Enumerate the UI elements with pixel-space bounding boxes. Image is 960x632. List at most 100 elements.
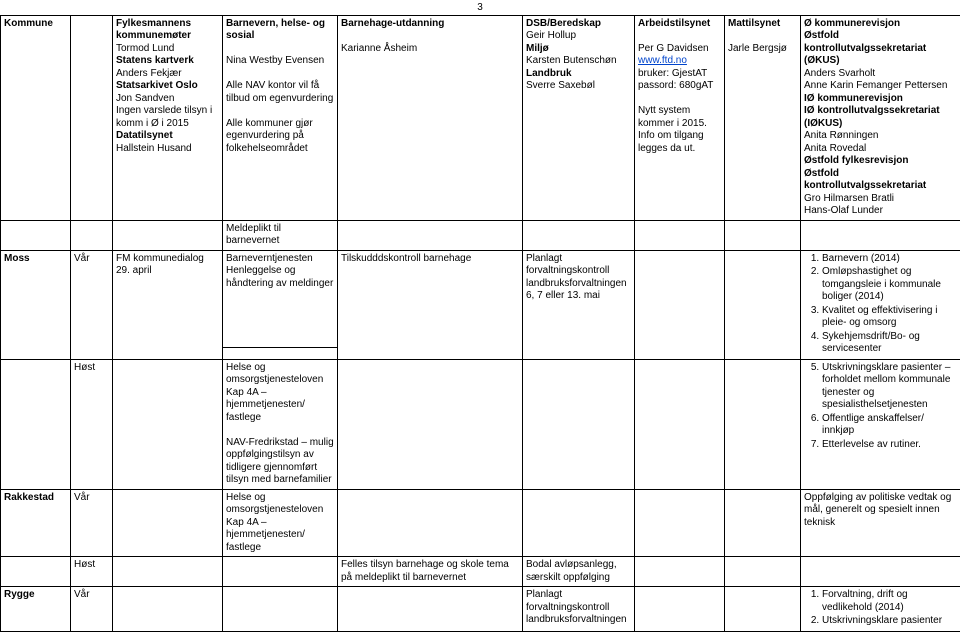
text-bold: Østfold kontrollutvalgssekretariat (ØKUS…: [804, 30, 926, 66]
cell: [725, 250, 801, 359]
text-bold: Barnevern, helse- og sosial: [226, 18, 325, 42]
cell: [523, 489, 635, 557]
cell: [635, 359, 725, 489]
cell: [725, 220, 801, 250]
cell: [338, 587, 523, 632]
cell: [635, 557, 725, 587]
text-bold: Statsarkivet Oslo: [116, 80, 198, 91]
cell: [338, 220, 523, 250]
text-bold: Mattilsynet: [728, 18, 780, 29]
cell: [71, 220, 113, 250]
list-item: Omløpshastighet og tomgangsleie i kommun…: [822, 266, 957, 304]
cell: [523, 220, 635, 250]
cell: [635, 220, 725, 250]
list-item: Barnevern (2014): [822, 253, 957, 266]
cell: [725, 557, 801, 587]
cell: [725, 587, 801, 632]
cell: [113, 220, 223, 250]
main-table: Kommune Fylkesmannens kommunemøterTormod…: [0, 15, 960, 632]
hdr-c3: Barnevern, helse- og sosial Nina Westby E…: [223, 15, 338, 220]
text: bruker: GjestAT: [638, 68, 707, 79]
text-bold: Arbeidstilsynet: [638, 18, 710, 29]
rakkestad-host-period: Høst: [71, 557, 113, 587]
cell: [223, 557, 338, 587]
text-bold: Barnehage-utdanning: [341, 18, 444, 29]
cell: [635, 587, 725, 632]
cell: [113, 557, 223, 587]
cell: Meldeplikt til barnevernet: [223, 220, 338, 250]
rygge-c8: Forvaltning, drift og vedlikehold (2014)…: [801, 587, 960, 632]
text-bold: Østfold fylkesrevisjon: [804, 155, 908, 166]
text: passord: 680gAT: [638, 80, 713, 91]
rakkestad-c3: Helse og omsorgstjenesteloven Kap 4A – h…: [223, 489, 338, 557]
cell: [725, 359, 801, 489]
cell: [223, 348, 338, 359]
cell: [113, 489, 223, 557]
text-bold: Ø kommunerevisjon: [804, 18, 900, 29]
text: Nina Westby Evensen: [226, 55, 324, 66]
moss-name: Moss: [1, 250, 71, 359]
text: Anders Svarholt: [804, 68, 875, 79]
list-item: Etterlevelse av rutiner.: [822, 439, 957, 452]
text: Jon Sandven: [116, 93, 174, 104]
text: Alle NAV kontor vil få tilbud om egenvur…: [226, 80, 333, 104]
moss-c4: Tilskudddskontroll barnehage: [338, 250, 523, 359]
hdr-blank1: [71, 15, 113, 220]
text: Nytt system kommer i 2015.: [638, 105, 707, 129]
text-bold: Statens kartverk: [116, 55, 194, 66]
rygge-name: Rygge: [1, 587, 71, 632]
text: Anne Karin Femanger Pettersen: [804, 80, 947, 91]
moss-host-row: Høst Helse og omsorgstjenesteloven Kap 4…: [1, 359, 960, 489]
hdr-c8: Ø kommunerevisjonØstfold kontrollutvalgs…: [801, 15, 960, 220]
cell: [801, 557, 960, 587]
barneverntj-row: Moss Vår FM kommunedialog 29. april Barn…: [1, 250, 960, 348]
list-item: Utskrivningsklare pasienter – forholdet …: [822, 362, 957, 412]
list-item: Kvalitet og effektivisering i pleie- og …: [822, 305, 957, 330]
text: Per G Davidsen: [638, 43, 709, 54]
cell: [635, 250, 725, 359]
text-bold: IØ kontrollutvalgssekretariat (IØKUS): [804, 105, 940, 129]
text: Sverre Saxebøl: [526, 80, 595, 91]
cell: [338, 359, 523, 489]
text: NAV-Fredrikstad – mulig oppfølgingstilsy…: [226, 437, 334, 486]
cell: [523, 359, 635, 489]
text-bold: Fylkesmannens kommunemøter: [116, 18, 191, 42]
moss-c8: Barnevern (2014)Omløpshastighet og tomga…: [801, 250, 960, 359]
moss-period: Vår: [71, 250, 113, 359]
rakkestad-host-c5: Bodal avløpsanlegg, særskilt oppfølging: [523, 557, 635, 587]
list-item: Forvaltning, drift og vedlikehold (2014): [822, 589, 957, 614]
list-item: Offentlige anskaffelser/ innkjøp: [822, 413, 957, 438]
cell: [338, 489, 523, 557]
text: Hans-Olaf Lunder: [804, 205, 883, 216]
link[interactable]: www.ftd.no: [638, 55, 687, 66]
cell: [113, 587, 223, 632]
hdr-c6: Arbeidstilsynet Per G Davidsenwww.ftd.no b…: [635, 15, 725, 220]
text: Anders Fekjær: [116, 68, 182, 79]
rakkestad-c8: Oppfølging av politiske vedtak og mål, g…: [801, 489, 960, 557]
rygge-period: Vår: [71, 587, 113, 632]
rygge-c5: Planlagt forvaltningskontroll landbruksf…: [523, 587, 635, 632]
moss-host-period: Høst: [71, 359, 113, 489]
hdr-kommune: Kommune: [1, 15, 71, 220]
header-row: Kommune Fylkesmannens kommunemøterTormod…: [1, 15, 960, 220]
moss-host-c3: Helse og omsorgstjenesteloven Kap 4A – h…: [223, 359, 338, 489]
cell: [1, 557, 71, 587]
rygge-vaar-row: Rygge Vår Planlagt forvaltningskontroll …: [1, 587, 960, 632]
rakkestad-host-row: Høst Felles tilsyn barnehage og skole te…: [1, 557, 960, 587]
text-bold: IØ kommunerevisjon: [804, 93, 903, 104]
moss-c5: Planlagt forvaltningskontroll landbruksf…: [523, 250, 635, 359]
cell: [223, 587, 338, 632]
text: Karianne Åsheim: [341, 43, 417, 54]
text: Gro Hilmarsen Bratli: [804, 193, 894, 204]
text: Anita Rovedal: [804, 143, 866, 154]
rakkestad-name: Rakkestad: [1, 489, 71, 557]
cell: [113, 359, 223, 489]
text: Info om tilgang legges da ut.: [638, 130, 704, 154]
text-bold: DSB/Beredskap: [526, 18, 601, 29]
text: Helse og omsorgstjenesteloven Kap 4A – h…: [226, 362, 323, 423]
moss-c2: FM kommunedialog 29. april: [113, 250, 223, 359]
text-bold: Østfold kontrollutvalgssekretariat: [804, 168, 926, 192]
list-item: Utskrivningsklare pasienter: [822, 615, 957, 628]
hdr-c2: Fylkesmannens kommunemøterTormod LundSta…: [113, 15, 223, 220]
cell: [1, 220, 71, 250]
